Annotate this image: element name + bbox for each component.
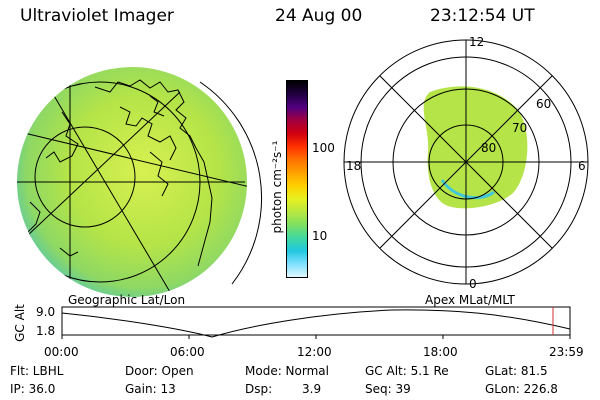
time-label: 23:12:54 UT xyxy=(430,6,535,26)
gc-alt-info: GC Alt: 5.1 Re xyxy=(365,364,449,378)
mlat-label-70: 70 xyxy=(512,121,527,135)
seq-info: Seq: 39 xyxy=(365,382,411,396)
mlt-label-18: 18 xyxy=(346,159,361,173)
date-label: 24 Aug 00 xyxy=(275,6,363,26)
meridian-line xyxy=(17,91,181,253)
ip-info: IP: 36.0 xyxy=(10,382,56,396)
dsp-label: Dsp: xyxy=(245,382,273,396)
left-panel-caption: Geographic Lat/Lon xyxy=(68,293,186,307)
mlt-label-0: 0 xyxy=(469,277,477,291)
colorbar xyxy=(286,80,308,278)
timeline-ytick-top: 9.0 xyxy=(36,305,56,319)
mlt-label-6: 6 xyxy=(578,159,586,173)
mlat-label-60: 60 xyxy=(536,97,551,111)
geographic-image xyxy=(17,67,263,297)
gain-info: Gain: 13 xyxy=(125,382,176,396)
altitude-timeline xyxy=(61,306,571,339)
colorbar-tick-10: 10 xyxy=(312,229,328,243)
latitude-circle xyxy=(17,81,201,283)
door-info: Door: Open xyxy=(125,364,194,378)
timeline-xtick-0: 00:00 xyxy=(44,345,79,359)
latitude-circle xyxy=(34,126,136,228)
coastline xyxy=(27,79,213,267)
instrument-title: Ultraviolet Imager xyxy=(20,6,174,26)
timeline-ylabel: GC Alt xyxy=(13,304,27,342)
timeline-xtick-2: 12:00 xyxy=(297,345,332,359)
timeline-ytick-bottom: 1.8 xyxy=(36,324,56,338)
timeline-xtick-4: 23:59 xyxy=(549,345,584,359)
glon-info: GLon: 226.8 xyxy=(485,382,558,396)
glat-info: GLat: 81.5 xyxy=(485,364,548,378)
timeline-xtick-3: 18:00 xyxy=(423,345,458,359)
timeline-xtick-1: 06:00 xyxy=(170,345,205,359)
mlt-label-12: 12 xyxy=(469,35,484,49)
mode-info: Mode: Normal xyxy=(245,364,329,378)
limb-arc xyxy=(199,81,263,285)
meridian-line xyxy=(19,131,247,188)
colorbar-label: photon cm⁻²s⁻¹ xyxy=(270,140,284,234)
dsp-value: 3.9 xyxy=(302,382,322,396)
colorbar-tick-100: 100 xyxy=(312,141,335,155)
polar-plot: 12 18 6 0 60 70 80 xyxy=(343,35,589,291)
altitude-curve xyxy=(61,309,571,338)
right-panel-caption: Apex MLat/MLT xyxy=(425,293,515,307)
mlat-label-80: 80 xyxy=(481,141,496,155)
filter-info: Flt: LBHL xyxy=(10,364,64,378)
